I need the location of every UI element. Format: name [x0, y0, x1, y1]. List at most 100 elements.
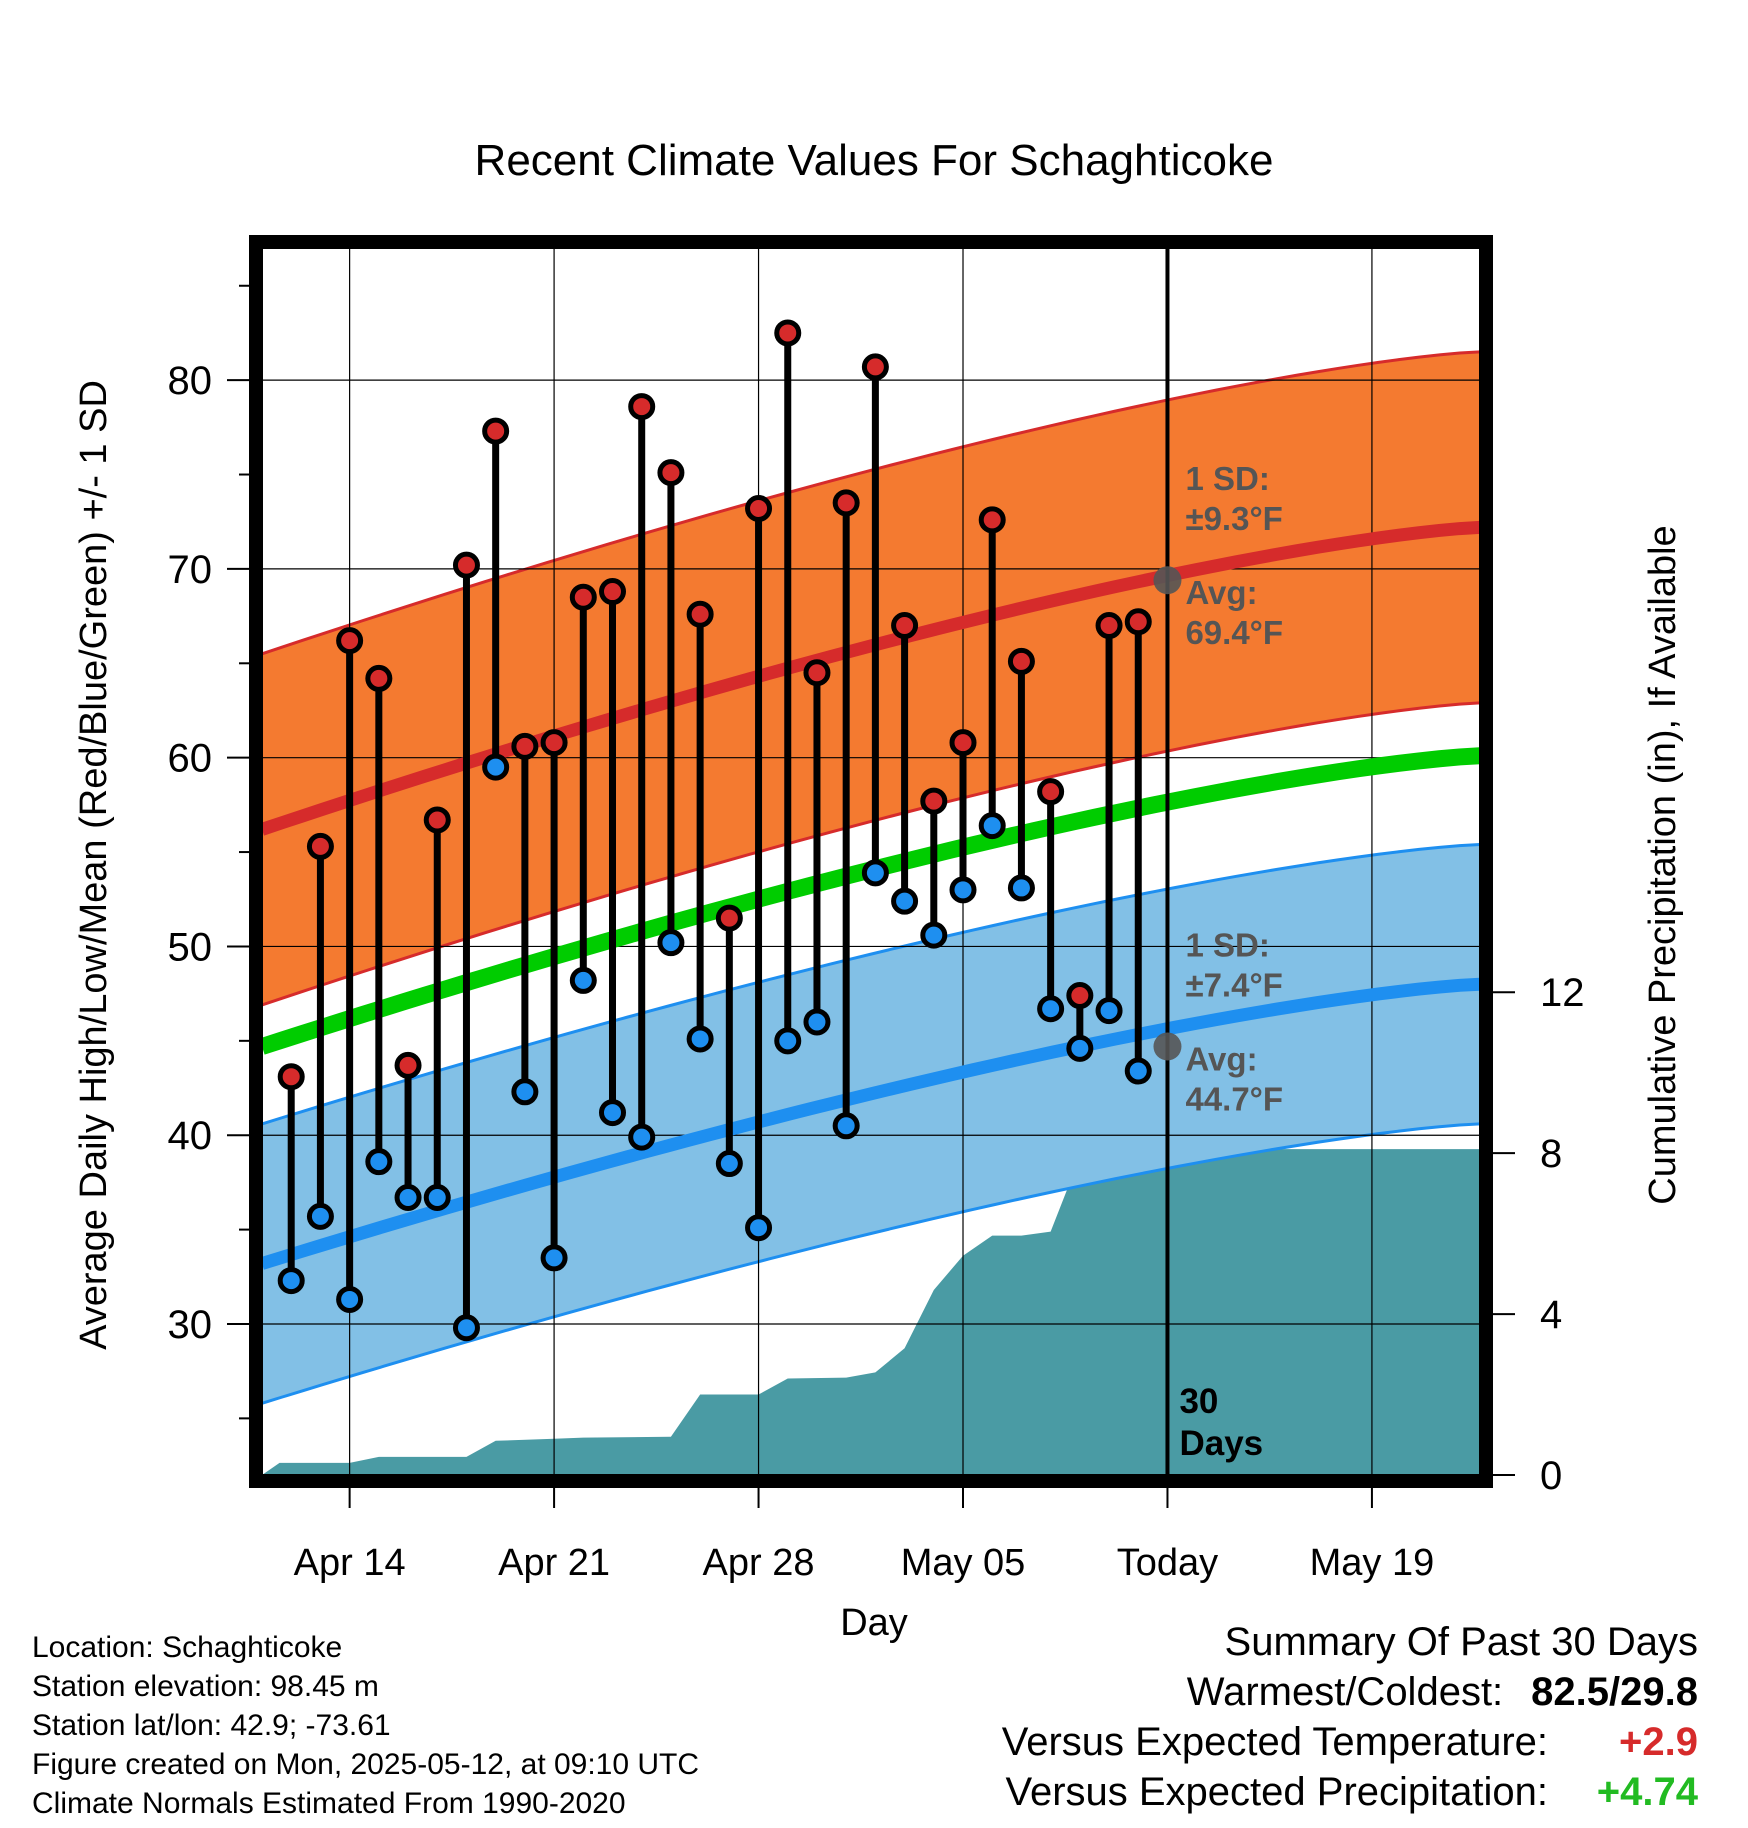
high-avg-label: Avg:: [1185, 574, 1257, 611]
high-sd-band: [262, 351, 1480, 1005]
low-sd-band: [262, 844, 1480, 1404]
high-temp-point: [394, 1051, 422, 1079]
high-temp-point: [891, 612, 919, 640]
x-tick-label: Apr 28: [703, 1542, 815, 1584]
location-text: Location: Schaghticoke: [32, 1631, 343, 1664]
days-count-label: 30: [1179, 1382, 1218, 1421]
plot-frame: [249, 235, 1493, 1488]
high-temp-point: [306, 832, 334, 860]
high-temp-point: [745, 495, 773, 523]
low-temp-point: [365, 1148, 393, 1176]
temp-departure-value: +2.9: [1619, 1720, 1698, 1764]
high-temp-point: [949, 729, 977, 757]
y-tick-label: 30: [168, 1303, 213, 1347]
high-temp-point: [1066, 982, 1094, 1010]
low-temp-point: [978, 812, 1006, 840]
x-tick-label: Apr 21: [498, 1542, 610, 1584]
low-temp-point: [336, 1285, 364, 1313]
y-tick-label: 40: [168, 1114, 213, 1158]
low-temp-point: [306, 1202, 334, 1230]
warmest-coldest-row: Warmest/Coldest: 82.5/29.8: [1002, 1667, 1698, 1717]
temp-departure-label: Versus Expected Temperature:: [1001, 1720, 1548, 1764]
high-temp-point: [569, 583, 597, 611]
low-temp-point: [832, 1112, 860, 1140]
x-axis-label: Day: [840, 1602, 908, 1644]
station-info: Location: Schaghticoke Station elevation…: [32, 1628, 699, 1823]
y2-tick-label: 0: [1540, 1454, 1562, 1498]
low-temp-point: [920, 921, 948, 949]
summary-title: Summary Of Past 30 Days: [1224, 1620, 1698, 1664]
x-tick-label: Apr 14: [294, 1542, 406, 1584]
low-temp-point: [628, 1123, 656, 1151]
y-tick-label: 80: [168, 359, 213, 403]
low-temp-point: [891, 887, 919, 915]
high-temp-point: [657, 459, 685, 487]
high-sd-label: 1 SD:: [1185, 460, 1269, 497]
chart-title: Recent Climate Values For Schaghticoke: [475, 136, 1274, 185]
high-temp-point: [423, 806, 451, 834]
high-temp-point: [1037, 778, 1065, 806]
temp-departure-row: Versus Expected Temperature: +2.9: [1002, 1717, 1698, 1767]
low-temp-point: [599, 1099, 627, 1127]
low-temp-point: [1037, 995, 1065, 1023]
low-temp-point: [803, 1008, 831, 1036]
y2-axis-label: Cumulative Precipitation (in), If Availa…: [1642, 525, 1684, 1204]
days-word-label: Days: [1179, 1424, 1263, 1463]
low-temp-point: [715, 1150, 743, 1178]
high-temp-point: [1095, 612, 1123, 640]
low-temp-point: [452, 1314, 480, 1342]
low-temp-point: [423, 1184, 451, 1212]
today-high-avg-marker: [1153, 566, 1182, 595]
x-tick-label: May 05: [901, 1542, 1026, 1584]
high-temp-point: [452, 551, 480, 579]
today-low-avg-marker: [1153, 1032, 1182, 1061]
low-temp-point: [774, 1027, 802, 1055]
high-temp-point: [861, 353, 889, 381]
y-tick-label: 50: [168, 925, 213, 969]
created-text: Figure created on Mon, 2025-05-12, at 09…: [32, 1748, 700, 1781]
high-temp-point: [482, 417, 510, 445]
summary-panel: Summary Of Past 30 Days Warmest/Coldest:…: [1002, 1617, 1698, 1817]
precip-area: [262, 1149, 1480, 1475]
y-tick-label: 60: [168, 737, 213, 781]
warmest-coldest-value: 82.5/29.8: [1531, 1670, 1698, 1714]
high-temp-point: [628, 393, 656, 421]
low-temp-point: [657, 929, 685, 957]
high-temp-point: [365, 664, 393, 692]
y2-tick-label: 12: [1540, 971, 1585, 1015]
low-temp-point: [569, 966, 597, 994]
low-temp-point: [949, 876, 977, 904]
high-temp-point: [336, 627, 364, 655]
y2-tick-label: 8: [1540, 1132, 1562, 1176]
high-temp-point: [1124, 608, 1152, 636]
precip-departure-label: Versus Expected Precipitation:: [1005, 1770, 1548, 1814]
low-temp-point: [1007, 874, 1035, 902]
high-temp-point: [511, 732, 539, 760]
high-temp-point: [540, 729, 568, 757]
low-temp-point: [745, 1214, 773, 1242]
low-temp-point: [686, 1025, 714, 1053]
low-temp-point: [482, 753, 510, 781]
low-avg-label: Avg:: [1185, 1040, 1257, 1077]
low-temp-point: [540, 1244, 568, 1272]
elevation-text: Station elevation: 98.45 m: [32, 1670, 379, 1703]
high-temp-point: [920, 787, 948, 815]
precip-departure-row: Versus Expected Precipitation: +4.74: [1002, 1767, 1698, 1817]
low-sd-lower: [262, 1122, 1480, 1405]
low-sd-label: 1 SD:: [1185, 926, 1269, 963]
low-temp-point: [277, 1267, 305, 1295]
high-temp-point: [715, 904, 743, 932]
warmest-coldest-label: Warmest/Coldest:: [1186, 1670, 1504, 1714]
low-temp-point: [1095, 997, 1123, 1025]
high-temp-point: [774, 319, 802, 347]
y-axis-label: Average Daily High/Low/Mean (Red/Blue/Gr…: [73, 380, 115, 1350]
high-avg-value: 69.4°F: [1185, 614, 1283, 651]
x-tick-label: Today: [1117, 1542, 1218, 1584]
low-temp-point: [394, 1184, 422, 1212]
low-temp-point: [861, 859, 889, 887]
x-tick-label: May 19: [1310, 1542, 1435, 1584]
low-sd-value: ±7.4°F: [1185, 966, 1282, 1003]
latlon-text: Station lat/lon: 42.9; -73.61: [32, 1709, 391, 1742]
plot-area: [262, 248, 1480, 1475]
